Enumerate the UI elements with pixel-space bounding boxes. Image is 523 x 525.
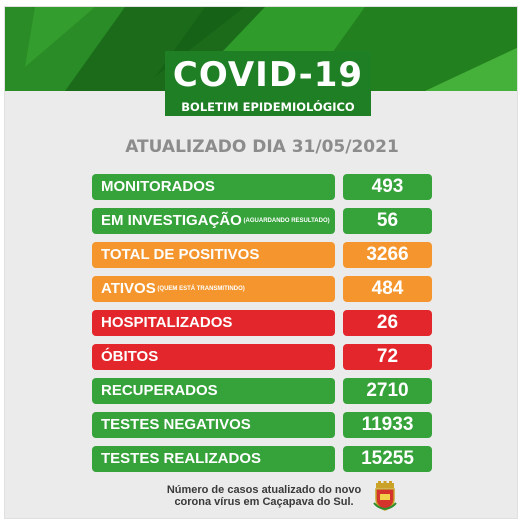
footer-line-2: corona vírus em Caçapava do Sul. xyxy=(174,496,354,508)
stat-label: EM INVESTIGAÇÃO (AGUARDANDO RESULTADO) xyxy=(92,208,335,234)
stat-row: ÓBITOS 72 xyxy=(92,344,432,370)
stat-label: ÓBITOS xyxy=(92,344,335,370)
stat-value: 493 xyxy=(343,174,432,200)
footer-line-1: Número de casos atualizado do novo xyxy=(166,484,362,496)
stat-row: MONITORADOS 493 xyxy=(92,174,432,200)
page-title: COVID-19 xyxy=(165,51,371,99)
page-subtitle: BOLETIM EPIDEMIOLÓGICO xyxy=(165,99,371,116)
stat-label-text: TESTES NEGATIVOS xyxy=(101,416,251,433)
stat-label-text: MONITORADOS xyxy=(101,178,215,195)
stat-row: RECUPERADOS 2710 xyxy=(92,378,432,404)
header-banner xyxy=(5,7,517,91)
stat-label-text: ÓBITOS xyxy=(101,348,159,365)
stat-label: MONITORADOS xyxy=(92,174,335,200)
stat-label-text: TESTES REALIZADOS xyxy=(101,450,262,467)
stat-label-text: ATIVOS xyxy=(101,280,156,297)
stat-value: 56 xyxy=(343,208,432,234)
stat-row: HOSPITALIZADOS 26 xyxy=(92,310,432,336)
stat-label-note: (QUEM ESTÁ TRANSMITINDO) xyxy=(155,286,245,293)
stat-value: 484 xyxy=(343,276,432,302)
stat-label: HOSPITALIZADOS xyxy=(92,310,335,336)
stat-value: 72 xyxy=(343,344,432,370)
stat-label-text: EM INVESTIGAÇÃO xyxy=(101,212,242,229)
stat-value: 2710 xyxy=(343,378,432,404)
stat-label: TESTES NEGATIVOS xyxy=(92,412,335,438)
stat-value: 26 xyxy=(343,310,432,336)
stat-label-text: RECUPERADOS xyxy=(101,382,218,399)
footer-note: Número de casos atualizado do novo coron… xyxy=(149,484,379,508)
stat-label-text: HOSPITALIZADOS xyxy=(101,314,233,331)
bulletin-card: COVID-19 BOLETIM EPIDEMIOLÓGICO ATUALIZA… xyxy=(4,6,518,519)
municipal-crest-icon xyxy=(373,481,397,511)
stat-label: ATIVOS (QUEM ESTÁ TRANSMITINDO) xyxy=(92,276,335,302)
stat-row: TOTAL DE POSITIVOS 3266 xyxy=(92,242,432,268)
stat-row: TESTES NEGATIVOS 11933 xyxy=(92,412,432,438)
stat-label-text: TOTAL DE POSITIVOS xyxy=(101,246,260,263)
stat-row: ATIVOS (QUEM ESTÁ TRANSMITINDO) 484 xyxy=(92,276,432,302)
stat-row: EM INVESTIGAÇÃO (AGUARDANDO RESULTADO) 56 xyxy=(92,208,432,234)
stat-value: 15255 xyxy=(343,446,432,472)
stat-label-note: (AGUARDANDO RESULTADO) xyxy=(241,218,330,225)
stat-label: TESTES REALIZADOS xyxy=(92,446,335,472)
stat-row: TESTES REALIZADOS 15255 xyxy=(92,446,432,472)
stat-value: 3266 xyxy=(343,242,432,268)
stat-label: RECUPERADOS xyxy=(92,378,335,404)
stat-value: 11933 xyxy=(343,412,432,438)
update-date: ATUALIZADO DIA 31/05/2021 xyxy=(125,137,399,157)
stat-label: TOTAL DE POSITIVOS xyxy=(92,242,335,268)
